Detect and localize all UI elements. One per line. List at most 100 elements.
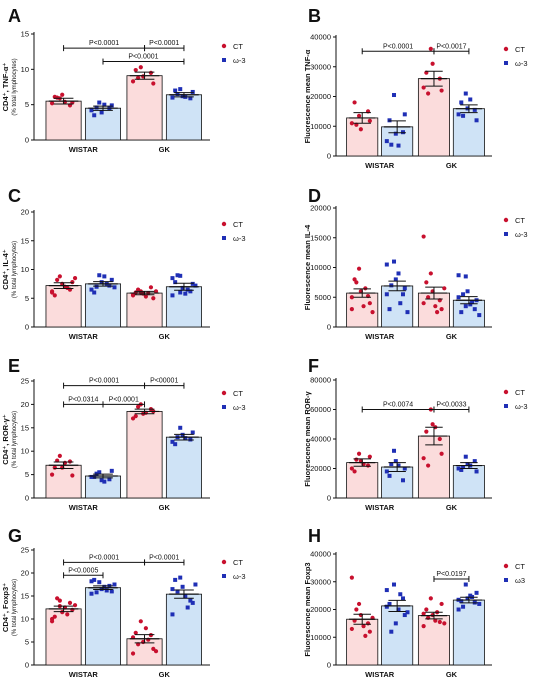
x-category-label: GK: [446, 161, 458, 170]
panel-d: D Fluorescence mean IL-4 0 5000 10000 15000 20…: [303, 186, 528, 341]
data-point: [459, 467, 464, 472]
y-axis-label: Fluorescence mean TNF-α: [303, 49, 312, 143]
bar: [126, 292, 163, 328]
data-point: [92, 577, 97, 582]
data-point: [392, 582, 397, 587]
data-point: [361, 624, 366, 629]
y-tick-label: 10000: [310, 633, 331, 642]
data-point: [396, 607, 401, 612]
data-point: [143, 294, 148, 299]
legend-marker-w3: [504, 232, 508, 236]
data-point: [384, 262, 389, 267]
data-point: [392, 259, 397, 264]
data-point: [456, 466, 461, 471]
legend-label: CT: [233, 389, 243, 398]
p-value-label: P<0.0033: [436, 402, 466, 409]
data-point: [188, 598, 193, 603]
data-point: [133, 630, 138, 635]
data-point: [365, 463, 371, 468]
data-point: [193, 283, 198, 288]
data-point: [437, 436, 442, 442]
y-tick-label: 30000: [310, 62, 331, 71]
y-tick-label: 5: [25, 638, 29, 647]
data-point: [107, 477, 112, 482]
data-point: [396, 463, 401, 468]
data-point: [130, 651, 136, 656]
data-point: [367, 118, 372, 123]
x-category-label: GK: [446, 332, 458, 341]
data-point: [99, 478, 104, 483]
y-axis-label-main: Fluorescence mean TNF-α: [303, 49, 312, 143]
data-point: [151, 81, 156, 86]
data-point: [430, 61, 435, 66]
data-point: [367, 629, 372, 634]
data-point: [421, 624, 426, 629]
data-point: [421, 456, 426, 461]
x-category-label: WISTAR: [365, 161, 395, 170]
p-value-label: P<0.0001: [149, 554, 179, 561]
data-point: [173, 280, 178, 285]
legend-marker-w3: [504, 404, 508, 408]
data-point: [170, 276, 175, 281]
data-point: [112, 285, 117, 290]
data-point: [439, 307, 444, 312]
y-tick-label: 5: [25, 294, 29, 303]
legend-label: ω-3: [233, 572, 246, 581]
data-point: [461, 113, 466, 118]
panel-letter: D: [308, 186, 321, 206]
y-axis-label: Fluorescence mean Foxp3: [303, 562, 312, 656]
y-tick-label: 10000: [310, 263, 331, 272]
legend-label: ω-3: [515, 230, 528, 239]
y-tick-label: 5: [25, 470, 29, 479]
data-point: [421, 234, 426, 239]
data-point: [456, 112, 461, 117]
data-point: [170, 95, 175, 100]
data-point: [89, 591, 94, 596]
data-point: [97, 273, 102, 278]
data-point: [421, 85, 426, 90]
panel-letter: E: [8, 356, 20, 376]
data-point: [112, 582, 117, 587]
data-point: [468, 97, 473, 102]
data-point: [433, 618, 438, 623]
x-category-label: GK: [446, 670, 458, 679]
bar: [452, 465, 485, 499]
data-point: [428, 596, 433, 601]
legend-label: CT: [515, 388, 525, 397]
p-value-label: P<0.0197: [436, 571, 466, 578]
data-point: [130, 292, 136, 297]
y-axis-label-sub: (% total lymphocytes): [12, 579, 18, 636]
data-point: [92, 290, 97, 295]
data-point: [97, 100, 102, 105]
data-point: [178, 425, 183, 430]
bar: [417, 78, 450, 157]
p-value-label: P<0.0074: [383, 402, 413, 409]
data-point: [190, 89, 195, 94]
data-point: [398, 301, 403, 306]
data-point: [459, 310, 464, 315]
data-point: [188, 289, 193, 294]
legend-marker-ct: [221, 390, 227, 396]
x-category-label: WISTAR: [365, 332, 395, 341]
data-point: [349, 295, 354, 300]
data-point: [193, 582, 198, 587]
data-point: [102, 584, 107, 589]
y-tick-label: 40000: [310, 435, 331, 444]
bar: [45, 100, 82, 141]
data-point: [173, 442, 178, 447]
x-category-label: WISTAR: [69, 332, 99, 341]
data-point: [384, 139, 389, 144]
data-point: [435, 310, 440, 315]
data-point: [153, 289, 159, 294]
data-point: [133, 414, 138, 419]
data-point: [92, 113, 97, 118]
data-point: [354, 457, 359, 462]
y-tick-label: 20000: [310, 92, 331, 101]
data-point: [57, 274, 62, 279]
data-point: [428, 271, 433, 276]
legend-marker-ct: [503, 389, 509, 395]
data-point: [472, 459, 477, 464]
data-point: [361, 304, 366, 309]
data-point: [352, 469, 357, 474]
data-point: [178, 290, 183, 295]
